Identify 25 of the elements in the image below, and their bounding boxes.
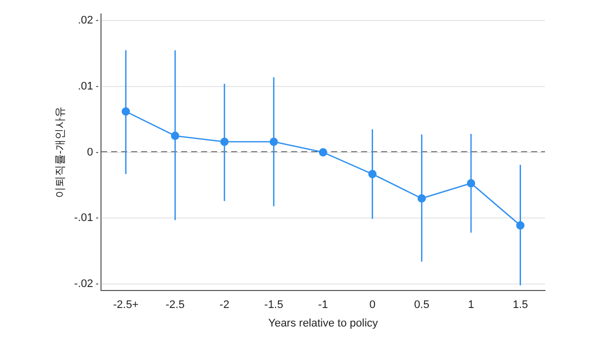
x-tick-label: -1.5	[264, 299, 284, 312]
point	[220, 138, 229, 146]
y-tick-label: .01	[78, 80, 94, 92]
x-tick-label: 1.5	[512, 299, 528, 312]
point	[270, 138, 278, 146]
y-tick-label: -.02	[74, 278, 94, 290]
x-tick-label: -2.5	[166, 299, 185, 312]
point	[516, 221, 524, 230]
x-tick-label: 1	[468, 299, 474, 312]
point	[170, 132, 180, 140]
y-tick-label: .02	[78, 14, 94, 27]
x-tick-label: -1	[318, 299, 328, 312]
x-tick-label: -2	[220, 299, 230, 312]
x-axis-title: Years relative to policy	[268, 317, 378, 330]
y-tick-label: 0	[87, 146, 94, 158]
x-tick-label: 0.5	[414, 299, 430, 312]
point	[466, 179, 476, 188]
point	[122, 107, 130, 116]
y-axis-title: 이퇴직률-개인사유	[54, 106, 67, 198]
point	[368, 170, 377, 178]
x-tick-label: 0	[369, 299, 376, 312]
y-tick-label: -.01	[74, 212, 94, 224]
point	[418, 194, 426, 203]
x-tick-label: -2.5+	[113, 299, 139, 312]
point	[318, 148, 328, 156]
